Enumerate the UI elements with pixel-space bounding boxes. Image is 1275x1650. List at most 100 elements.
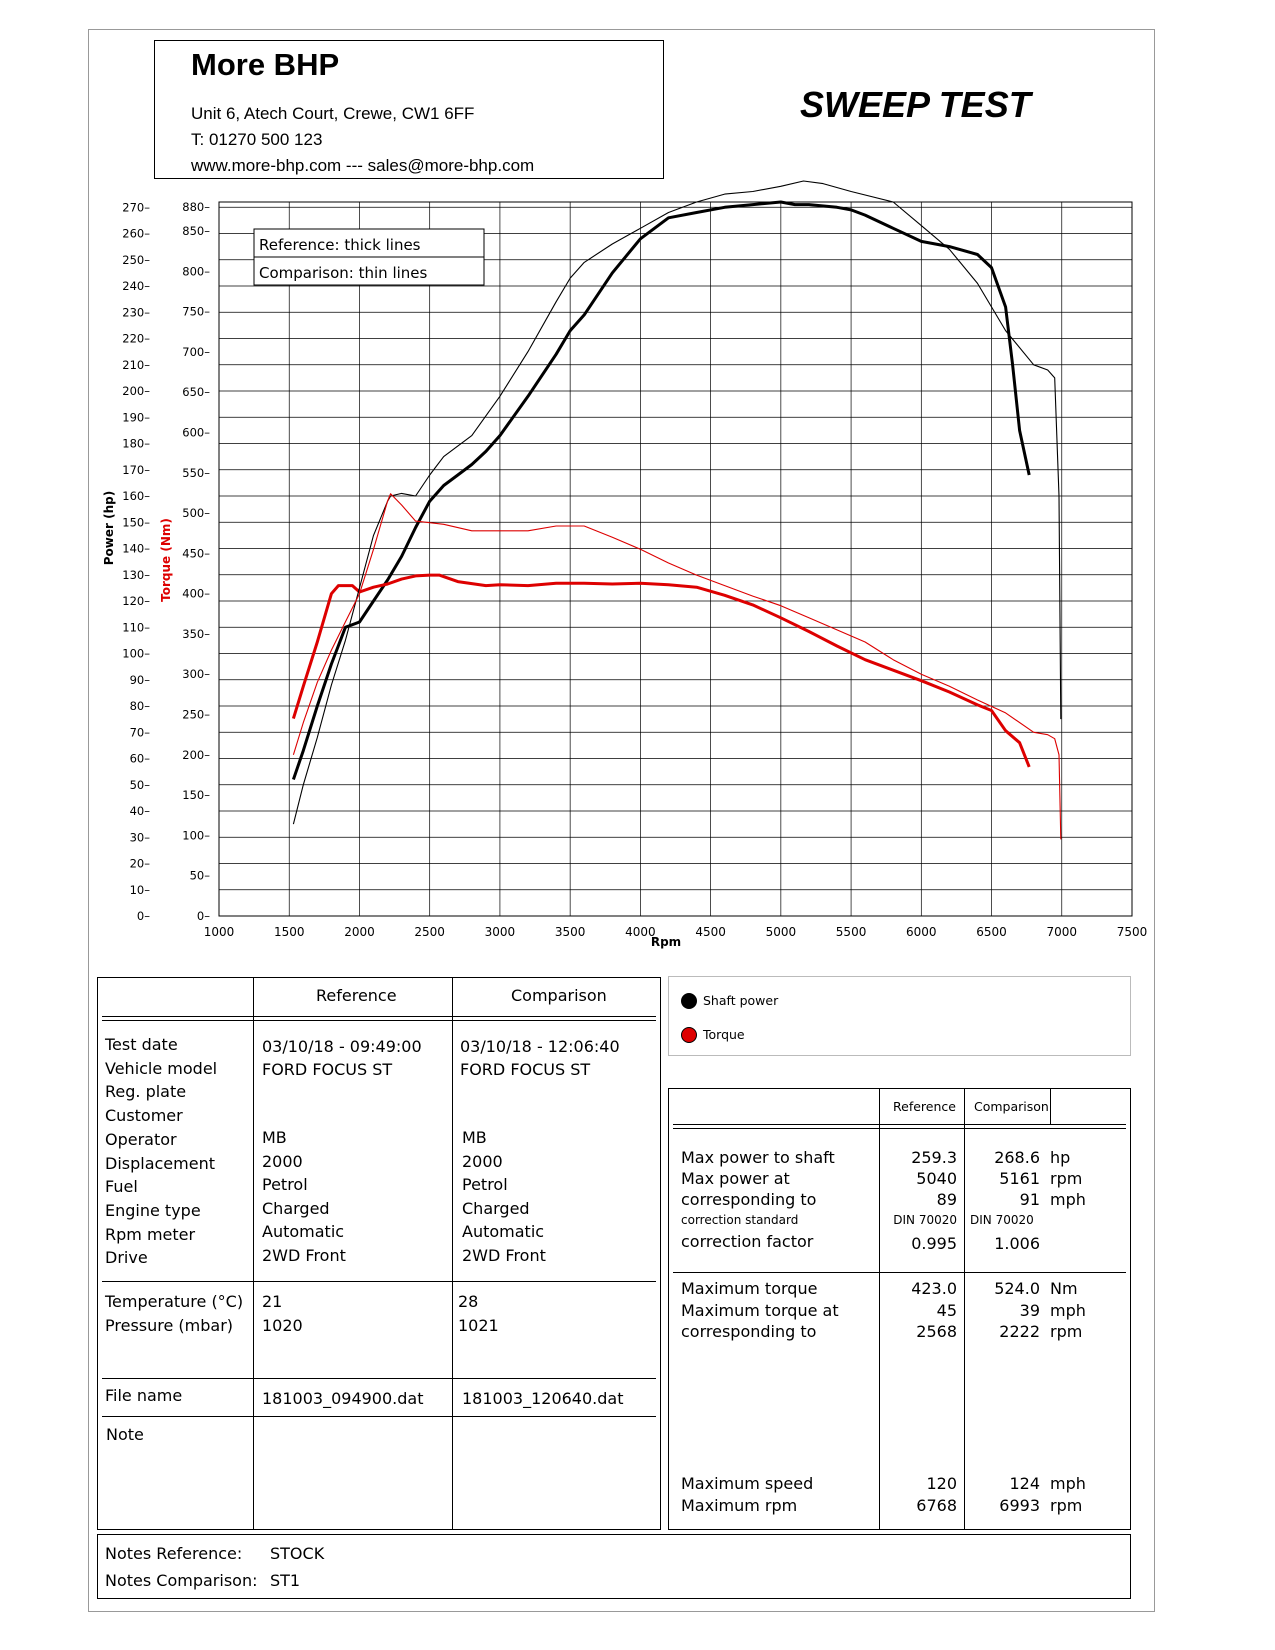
power-tick-label: 190– xyxy=(122,410,150,424)
power-tick-label: 40– xyxy=(130,804,151,818)
x-tick-label: 6000 xyxy=(906,925,937,939)
cmp-engine-type: Charged xyxy=(462,1199,530,1218)
comparison-torque-line xyxy=(292,493,1062,840)
power-tick-label: 130– xyxy=(122,568,150,582)
legend-torque: Torque xyxy=(703,1027,745,1042)
corr-factor-label: correction factor xyxy=(681,1232,814,1251)
max-torque-at-cmp: 39 xyxy=(1019,1301,1040,1320)
torque-tick-label: 150– xyxy=(182,788,210,802)
max-torque-unit: Nm xyxy=(1050,1279,1078,1298)
cmp-vehicle-model: FORD FOCUS ST xyxy=(460,1060,591,1079)
corr-to-ref: 89 xyxy=(936,1190,957,1209)
torque-axis-label: Torque (Nm) xyxy=(159,518,173,602)
max-speed-ref: 120 xyxy=(926,1474,957,1493)
max-torque-at-unit: mph xyxy=(1050,1301,1086,1320)
power-tick-label: 100– xyxy=(122,647,150,661)
ref-fuel: Petrol xyxy=(262,1175,308,1194)
shaft-power-swatch xyxy=(681,993,697,1009)
max-torque-cmp: 524.0 xyxy=(994,1279,1040,1298)
company-web: www.more-bhp.com --- sales@more-bhp.com xyxy=(191,156,535,175)
power-tick-label: 80– xyxy=(130,699,151,713)
max-power-at-ref: 5040 xyxy=(916,1169,957,1188)
power-tick-label: 20– xyxy=(130,857,151,871)
x-tick-label: 1000 xyxy=(204,925,235,939)
cmp-temperature: 28 xyxy=(458,1292,479,1311)
series-legend: Shaft power Torque xyxy=(668,976,1131,1056)
corr-to-cmp: 91 xyxy=(1019,1190,1040,1209)
max-power-unit: hp xyxy=(1050,1148,1071,1167)
power-tick-label: 200– xyxy=(122,384,150,398)
torque-tick-label: 450– xyxy=(182,546,210,560)
max-torque-ref: 423.0 xyxy=(911,1279,957,1298)
max-power-label: Max power to shaft xyxy=(681,1148,835,1167)
torque-tick-label: 800– xyxy=(182,264,210,278)
max-power-cmp: 268.6 xyxy=(994,1148,1040,1167)
cmp-displacement: 2000 xyxy=(462,1152,503,1171)
cmp-drive: 2WD Front xyxy=(462,1246,546,1265)
temperature-label: Temperature (°C) xyxy=(105,1292,244,1311)
max-rpm-label: Maximum rpm xyxy=(681,1496,798,1515)
torque-tick-label: 650– xyxy=(182,385,210,399)
power-tick-label: 220– xyxy=(122,332,150,346)
power-tick-label: 210– xyxy=(122,358,150,372)
power-tick-label: 180– xyxy=(122,437,150,451)
torque-tick-label: 250– xyxy=(182,708,210,722)
cmp-operator: MB xyxy=(462,1128,487,1147)
torque-corr-unit: rpm xyxy=(1050,1322,1083,1341)
report-title: SWEEP TEST xyxy=(800,84,1031,125)
torque-tick-label: 850– xyxy=(182,224,210,238)
dyno-chart: 1000 1500 2000 2500 3000 3500 4000 4500 5000 5500… xyxy=(102,180,1147,949)
max-torque-at-label: Maximum torque at xyxy=(681,1301,839,1320)
x-tick-label: 2500 xyxy=(414,925,445,939)
info-col-comparison: Comparison xyxy=(511,986,607,1005)
notes-cmp-label: Notes Comparison: xyxy=(105,1571,258,1590)
torque-corr-ref: 2568 xyxy=(916,1322,957,1341)
ref-pressure: 1020 xyxy=(262,1316,303,1335)
max-power-at-cmp: 5161 xyxy=(999,1169,1040,1188)
max-torque-at-ref: 45 xyxy=(936,1301,957,1320)
x-tick-label: 3000 xyxy=(485,925,516,939)
reference-torque-line xyxy=(291,573,1031,768)
ref-rpm-meter: Automatic xyxy=(262,1222,345,1241)
x-axis-label: Rpm xyxy=(651,935,681,949)
page-frame xyxy=(88,29,1155,1612)
max-rpm-unit: rpm xyxy=(1050,1496,1083,1515)
torque-tick-label: 0– xyxy=(197,909,210,923)
max-rpm-ref: 6768 xyxy=(916,1496,957,1515)
max-speed-label: Maximum speed xyxy=(681,1474,814,1493)
cmp-rpm-meter: Automatic xyxy=(462,1222,545,1241)
company-address: Unit 6, Atech Court, Crewe, CW1 6FF xyxy=(191,104,475,123)
company-box: More BHP Unit 6, Atech Court, Crewe, CW1… xyxy=(154,40,664,179)
corr-std-label: correction standard xyxy=(681,1213,799,1227)
corr-factor-ref: 0.995 xyxy=(911,1234,957,1253)
corr-factor-cmp: 1.006 xyxy=(994,1234,1040,1253)
x-tick-label: 1500 xyxy=(274,925,305,939)
max-speed-unit: mph xyxy=(1050,1474,1086,1493)
test-info-table: Reference Comparison Test date Vehicle mo… xyxy=(97,977,661,1530)
ref-displacement: 2000 xyxy=(262,1152,303,1171)
torque-tick-label: 100– xyxy=(182,828,210,842)
cmp-test-date: 03/10/18 - 12:06:40 xyxy=(460,1037,620,1056)
max-power-at-unit: rpm xyxy=(1050,1169,1083,1188)
reference-shaft-power-line xyxy=(291,200,1031,780)
chart-grid xyxy=(218,201,1133,917)
torque-tick-label: 350– xyxy=(182,627,210,641)
comparison-shaft-power-line xyxy=(292,180,1062,825)
torque-tick-label: 400– xyxy=(182,587,210,601)
info-labels: Test date Vehicle model Reg. plate Custome… xyxy=(105,1035,218,1268)
corr-std-cmp: DIN 70020 xyxy=(970,1213,1034,1227)
file-name-label: File name xyxy=(105,1386,183,1405)
ref-drive: 2WD Front xyxy=(262,1246,346,1265)
cmp-fuel: Petrol xyxy=(462,1175,508,1194)
torque-tick-label: 300– xyxy=(182,667,210,681)
power-tick-label: 150– xyxy=(122,515,150,529)
power-tick-label: 260– xyxy=(122,227,150,241)
ref-vehicle-model: FORD FOCUS ST xyxy=(262,1060,393,1079)
torque-corr-label: corresponding to xyxy=(681,1322,817,1341)
line-legend-reference: Reference: thick lines xyxy=(259,236,421,254)
power-tick-label: 230– xyxy=(122,305,150,319)
torque-tick-label: 880– xyxy=(182,200,210,214)
power-tick-label: 30– xyxy=(130,830,151,844)
x-tick-label: 4500 xyxy=(695,925,726,939)
cmp-file-name: 181003_120640.dat xyxy=(462,1389,624,1408)
